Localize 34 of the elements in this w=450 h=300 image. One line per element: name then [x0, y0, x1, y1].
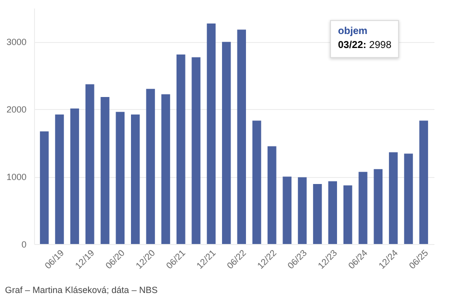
annotation: objem — [338, 25, 368, 39]
bar — [313, 184, 322, 244]
bar — [40, 131, 49, 244]
bar — [55, 114, 64, 244]
bar — [206, 24, 216, 244]
bar — [176, 54, 186, 244]
bar — [328, 181, 338, 244]
bar — [192, 57, 200, 244]
annotation: 03/22: 2998 — [338, 39, 392, 53]
bar — [146, 88, 155, 244]
y-tick-label: 1000 — [6, 172, 26, 182]
bar — [70, 108, 80, 244]
bar — [161, 94, 170, 244]
bar — [116, 112, 125, 244]
y-tick-label: 3000 — [6, 37, 26, 48]
bar — [388, 152, 398, 244]
bar — [282, 176, 292, 244]
y-tick-label: 2000 — [6, 104, 26, 115]
bar — [419, 120, 428, 244]
bar — [404, 154, 413, 244]
bar — [237, 30, 246, 244]
bar — [268, 146, 276, 244]
tooltip-box: objem 03/22: 2998 — [330, 20, 400, 58]
bar — [252, 120, 262, 244]
bar — [298, 177, 307, 244]
bar — [100, 97, 110, 244]
y-tick-label: 0 — [21, 240, 26, 250]
bar — [374, 169, 383, 244]
bar — [85, 84, 94, 244]
bar — [130, 114, 140, 244]
bar — [222, 42, 231, 244]
text: Graf – Martina Kláseková; dáta – NBS — [5, 285, 158, 295]
bar — [343, 185, 352, 244]
bar — [358, 172, 368, 244]
